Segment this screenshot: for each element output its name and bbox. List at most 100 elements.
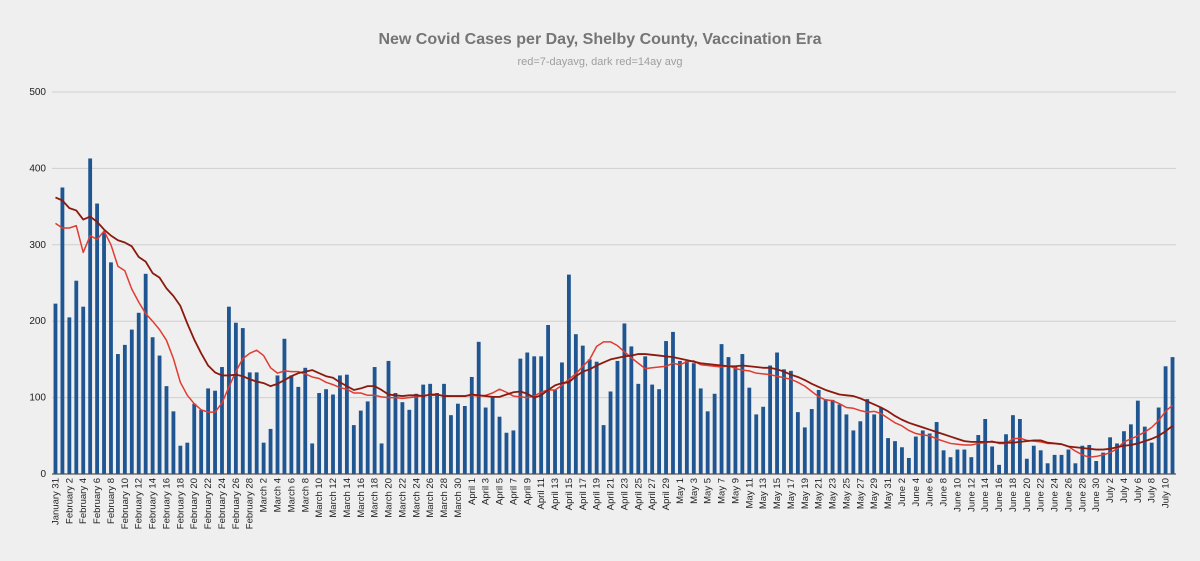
x-tick-label: February 16 [161, 478, 172, 529]
x-tick-label: May 23 [828, 478, 839, 509]
x-tick-label: June 4 [911, 478, 922, 507]
y-tick-label: 0 [40, 469, 46, 480]
x-tick: April 9 [522, 478, 533, 505]
x-tick-label: July 6 [1133, 478, 1144, 503]
x-tick: June 18 [1008, 478, 1019, 512]
x-tick: April 7 [508, 478, 519, 505]
x-tick-label: March 4 [272, 478, 283, 512]
x-tick-label: February 8 [106, 478, 117, 524]
x-tick-label: April 3 [481, 478, 492, 505]
x-tick: March 6 [286, 478, 297, 512]
x-tick: May 3 [689, 478, 700, 504]
x-tick-label: June 2 [897, 478, 908, 507]
bar [171, 411, 176, 474]
x-tick-label: March 26 [425, 478, 436, 518]
y-tick-label: 300 [29, 240, 46, 251]
x-tick-label: July 2 [1105, 478, 1116, 503]
bar [608, 391, 613, 474]
bar [566, 274, 571, 474]
x-tick-label: June 24 [1050, 478, 1061, 512]
bar [518, 358, 523, 474]
chart-title: New Covid Cases per Day, Shelby County, … [378, 31, 821, 48]
bar [997, 464, 1001, 474]
bar [539, 356, 544, 474]
x-tick: June 4 [911, 478, 922, 507]
x-tick-label: February 6 [92, 478, 103, 524]
bar [511, 430, 516, 474]
bar [844, 414, 849, 474]
x-tick-label: May 29 [869, 478, 880, 509]
x-tick: March 10 [314, 478, 325, 518]
bar [261, 442, 266, 474]
x-tick: May 13 [758, 478, 769, 509]
bar [879, 407, 884, 474]
bar [795, 412, 800, 474]
x-tick: February 22 [203, 478, 214, 529]
bar [941, 450, 946, 474]
bar [1087, 444, 1092, 474]
bar [1031, 445, 1036, 474]
x-tick: May 1 [675, 478, 686, 504]
x-tick-label: April 15 [564, 478, 575, 510]
x-tick: May 29 [869, 478, 880, 509]
x-tick-label: May 11 [744, 478, 755, 508]
x-tick: June 28 [1077, 478, 1088, 512]
x-tick-label: February 18 [175, 478, 186, 529]
x-tick-label: March 14 [342, 478, 353, 518]
x-tick: July 4 [1119, 478, 1130, 503]
bar [705, 411, 710, 474]
x-tick-label: February 24 [217, 478, 228, 529]
x-tick: March 16 [356, 478, 367, 518]
bar [275, 375, 280, 474]
x-tick: March 26 [425, 478, 436, 518]
bar [150, 337, 155, 474]
bar [289, 375, 294, 474]
x-tick: April 23 [619, 478, 630, 510]
x-tick: April 29 [661, 478, 672, 510]
x-tick-label: June 30 [1091, 478, 1102, 512]
x-tick-label: June 14 [980, 478, 991, 512]
bar [657, 389, 662, 474]
bar [386, 360, 391, 474]
x-tick: July 6 [1133, 478, 1144, 503]
bar [157, 355, 162, 474]
x-tick-label: April 1 [467, 478, 478, 505]
x-tick: April 13 [550, 478, 561, 510]
x-tick-label: July 8 [1147, 478, 1158, 503]
x-tick-label: February 4 [78, 478, 89, 524]
x-tick: May 27 [855, 478, 866, 509]
x-tick-label: June 10 [952, 478, 963, 512]
x-tick: March 20 [384, 478, 395, 518]
bar [913, 436, 918, 474]
bar [483, 407, 488, 474]
bar [1045, 463, 1050, 474]
x-tick: July 2 [1105, 478, 1116, 503]
x-tick-label: May 9 [730, 478, 741, 504]
x-tick: May 23 [828, 478, 839, 509]
x-tick: May 17 [786, 478, 797, 509]
x-tick-label: April 25 [633, 478, 644, 510]
bar [192, 403, 197, 474]
bar [1101, 452, 1106, 474]
x-tick-label: May 13 [758, 478, 769, 509]
x-tick-label: April 19 [592, 478, 603, 510]
x-tick-label: May 3 [689, 478, 700, 504]
x-tick: March 8 [300, 478, 311, 512]
x-tick-label: February 12 [134, 478, 145, 529]
bar [615, 360, 620, 474]
x-tick-label: April 21 [606, 478, 617, 510]
x-tick-label: June 20 [1022, 478, 1033, 512]
x-tick: May 9 [730, 478, 741, 504]
x-tick: June 24 [1050, 478, 1061, 512]
bar [775, 352, 779, 474]
bar [421, 384, 426, 474]
bar [636, 383, 641, 474]
x-tick: June 10 [952, 478, 963, 512]
bar [303, 367, 308, 474]
bar [1080, 445, 1085, 474]
bar [1149, 442, 1154, 474]
bar [955, 449, 960, 474]
bar [233, 322, 238, 474]
bar [573, 334, 578, 474]
bar [823, 399, 828, 474]
